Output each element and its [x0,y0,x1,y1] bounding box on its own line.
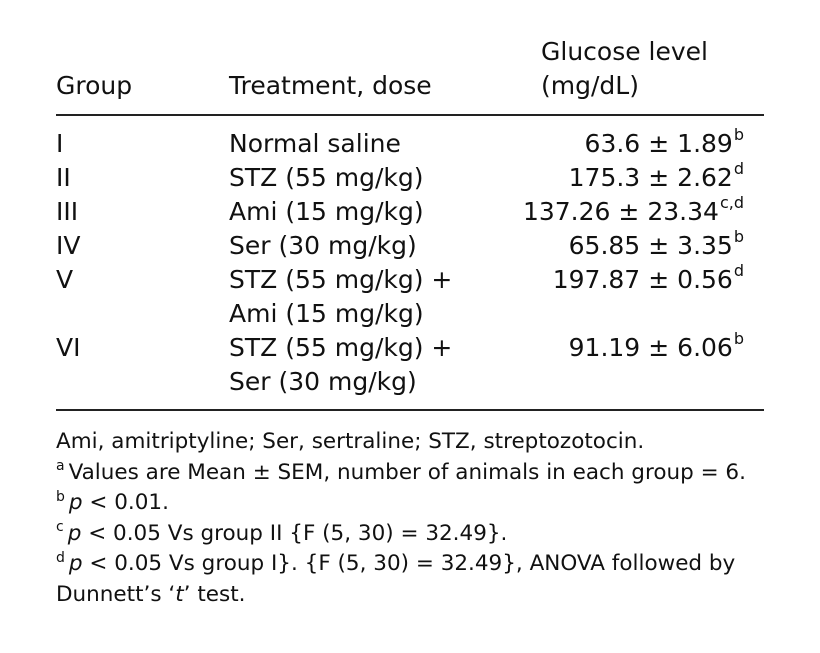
footnote-d-text: < 0.05 Vs group I}. {F (5, 30) = 32.49},… [82,551,736,576]
table-row: VI STZ (55 mg/kg) + Ser (30 mg/kg) 91.19 ±6.… [0,328,820,396]
treatment-cell: STZ (55 mg/kg) + [229,265,453,294]
glucose-mean: 137.26 [522,197,611,226]
glucose-sem: 3.35 [677,231,733,260]
treatment-cell: Ser (30 mg/kg) [229,367,417,396]
glucose-value-cell: 65.85 ±3.35b [568,226,744,263]
plus-minus-sign: ± [648,333,670,362]
significance-superscript: d [733,158,744,178]
glucose-sem: 23.34 [647,197,719,226]
group-cell: II [56,163,71,192]
glucose-mean: 91.19 [568,333,641,362]
table-row: III Ami (15 mg/kg) 137.26 ±23.34c,d [0,192,820,229]
plus-minus-sign: ± [648,231,670,260]
significance-superscript: b [733,328,744,348]
header-glucose-line2: (mg/dL) [541,71,639,100]
footnotes: Ami, amitriptyline; Ser, sertraline; STZ… [56,427,776,610]
plus-minus-sign: ± [648,163,670,192]
significance-superscript: b [733,226,744,246]
footnote-mark-a: a [56,458,65,475]
glucose-value-cell: 63.6 ±1.89b [584,124,744,161]
treatment-cell: Ser (30 mg/kg) [229,231,417,260]
footnote-d-cont-post: ’ test. [183,581,246,607]
footnote-d-p: p [68,551,83,576]
footnote-abbreviations: Ami, amitriptyline; Ser, sertraline; STZ… [56,429,645,454]
glucose-sem: 6.06 [677,333,733,362]
glucose-value-cell: 137.26 ±23.34c,d [522,192,744,229]
header-rule [56,114,764,116]
treatment-cell: Normal saline [229,129,401,158]
treatment-cell: STZ (55 mg/kg) [229,163,424,192]
footnote-mark-b: b [56,488,65,505]
group-cell: VI [56,333,81,362]
footnote-d-cont-t: t [175,581,184,607]
group-cell: V [56,265,74,294]
glucose-mean: 63.6 [584,129,641,158]
glucose-sem: 2.62 [677,163,733,192]
bottom-rule [56,409,764,411]
plus-minus-sign: ± [648,265,670,294]
footnote-d-cont-pre: Dunnett’s ‘ [56,581,176,607]
footnote-c-p: p [67,520,82,546]
header-glucose-line1: Glucose level [541,37,709,66]
glucose-sem: 1.89 [677,129,733,158]
glucose-mean: 175.3 [568,163,641,192]
plus-minus-sign: ± [618,197,640,226]
footnote-mark-c: c [56,519,64,536]
glucose-value-cell: 91.19 ±6.06b [568,328,744,365]
group-cell: III [56,197,79,226]
table-row: IV Ser (30 mg/kg) 65.85 ±3.35b [0,226,820,263]
header-treatment: Treatment, dose [229,71,432,100]
footnote-c-text: < 0.05 Vs group II {F (5, 30) = 32.49}. [81,520,508,546]
glucose-sem: 0.56 [677,265,733,294]
footnote-d-continuation: Dunnett’s ‘t’ test. [56,580,776,611]
table-row: V STZ (55 mg/kg) + Ami (15 mg/kg) 197.87 ±0.… [0,260,820,328]
header-group: Group [56,71,133,100]
footnote-mark-d: d [56,549,65,566]
treatment-cell: Ami (15 mg/kg) [229,197,424,226]
glucose-value-cell: 175.3 ±2.62d [568,158,744,195]
significance-superscript: d [733,260,744,280]
footnote-a: a Values are Mean ± SEM, number of animal… [56,458,776,489]
table-row: II STZ (55 mg/kg) 175.3 ±2.62d [0,158,820,195]
treatment-cell: STZ (55 mg/kg) + [229,333,453,362]
glucose-mean: 197.87 [552,265,641,294]
glucose-value-cell: 197.87 ±0.56d [552,260,744,297]
footnote-b-text: < 0.01. [82,490,169,515]
group-cell: I [56,129,64,158]
treatment-cell: Ami (15 mg/kg) [229,299,424,328]
footnote-a-text: Values are Mean ± SEM, number of animals… [68,459,746,485]
footnote-b-p: p [68,490,83,515]
plus-minus-sign: ± [648,129,670,158]
glucose-mean: 65.85 [568,231,641,260]
significance-superscript: b [733,124,744,144]
group-cell: IV [56,231,81,260]
significance-superscript: c,d [719,192,744,212]
table-row: I Normal saline 63.6 ±1.89b [0,124,820,161]
